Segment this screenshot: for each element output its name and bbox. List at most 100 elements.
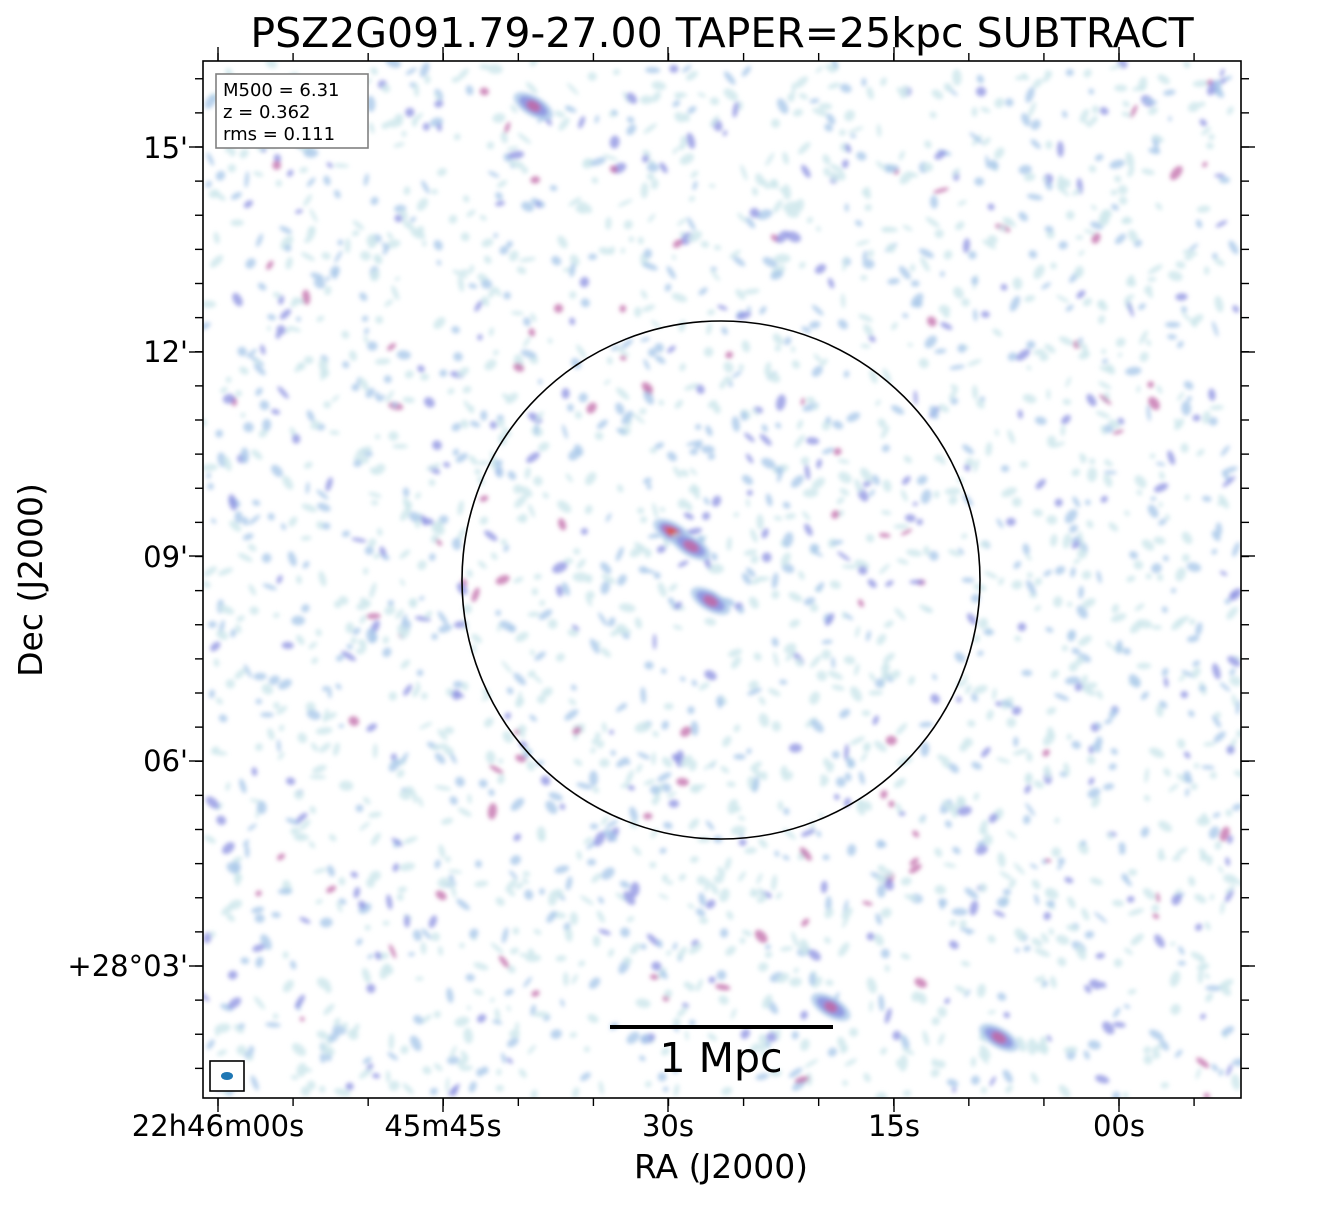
noise-blob bbox=[881, 444, 890, 453]
noise-blob bbox=[588, 253, 598, 261]
noise-blob bbox=[580, 298, 590, 308]
noise-blob bbox=[1202, 161, 1208, 168]
noise-blob bbox=[1144, 767, 1150, 784]
noise-blob bbox=[209, 931, 216, 938]
noise-blob bbox=[1066, 733, 1073, 741]
noise-blob bbox=[680, 676, 686, 682]
noise-blob bbox=[295, 209, 303, 214]
noise-blob bbox=[875, 160, 888, 172]
noise-blob bbox=[841, 907, 853, 920]
noise-blob bbox=[663, 821, 673, 830]
noise-blob bbox=[680, 135, 687, 149]
noise-blob bbox=[979, 828, 988, 835]
noise-blob bbox=[643, 477, 652, 485]
noise-blob bbox=[1076, 341, 1083, 348]
noise-blob bbox=[804, 523, 813, 536]
noise-blob bbox=[1114, 233, 1127, 245]
noise-blob bbox=[259, 400, 270, 411]
noise-blob bbox=[512, 927, 520, 935]
noise-blob bbox=[640, 943, 647, 950]
noise-blob bbox=[326, 885, 337, 893]
noise-blob bbox=[1222, 475, 1236, 488]
noise-blob bbox=[256, 233, 263, 248]
noise-blob bbox=[829, 580, 841, 589]
noise-blob bbox=[909, 857, 919, 866]
noise-blob bbox=[962, 238, 971, 254]
noise-blob bbox=[682, 1002, 689, 1009]
noise-blob bbox=[468, 283, 478, 289]
noise-blob bbox=[637, 752, 651, 760]
noise-blob bbox=[1227, 835, 1233, 844]
noise-blob bbox=[385, 390, 394, 403]
noise-blob bbox=[351, 383, 360, 392]
noise-blob bbox=[810, 655, 822, 668]
noise-blob bbox=[473, 988, 484, 996]
noise-blob bbox=[352, 627, 361, 635]
noise-blob bbox=[235, 623, 242, 634]
noise-blob bbox=[359, 1068, 372, 1079]
noise-blob bbox=[1044, 343, 1056, 354]
noise-blob bbox=[462, 604, 473, 614]
noise-blob bbox=[1112, 1007, 1121, 1018]
noise-blob bbox=[370, 67, 378, 76]
noise-blob bbox=[294, 789, 304, 800]
noise-blob bbox=[1116, 640, 1123, 654]
noise-blob bbox=[640, 516, 648, 524]
noise-blob bbox=[203, 463, 218, 472]
noise-blob bbox=[447, 1083, 460, 1096]
noise-blob bbox=[1143, 1046, 1151, 1054]
noise-blob bbox=[893, 777, 906, 789]
noise-blob bbox=[513, 576, 524, 584]
noise-blob bbox=[1025, 86, 1035, 103]
noise-blob bbox=[273, 154, 282, 163]
noise-blob bbox=[911, 991, 922, 1002]
noise-blob bbox=[632, 846, 642, 856]
noise-blob bbox=[858, 314, 873, 322]
noise-blob bbox=[306, 177, 316, 187]
noise-blob bbox=[1074, 265, 1084, 278]
noise-blob bbox=[479, 214, 487, 221]
noise-blob bbox=[837, 551, 851, 562]
noise-blob bbox=[646, 162, 659, 173]
noise-blob bbox=[623, 891, 636, 906]
noise-blob bbox=[371, 832, 381, 846]
noise-blob bbox=[858, 771, 865, 785]
noise-blob bbox=[296, 812, 308, 823]
noise-blob bbox=[514, 1021, 520, 1032]
noise-blob bbox=[620, 927, 630, 938]
noise-blob bbox=[454, 1016, 470, 1027]
noise-blob bbox=[513, 363, 525, 372]
noise-blob bbox=[800, 828, 816, 837]
noise-blob bbox=[1045, 626, 1054, 633]
noise-blob bbox=[222, 842, 235, 855]
noise-blob bbox=[626, 1031, 640, 1044]
noise-blob bbox=[659, 847, 667, 854]
noise-blob bbox=[474, 468, 482, 475]
noise-blob bbox=[522, 877, 529, 885]
noise-blob bbox=[745, 498, 750, 508]
noise-blob bbox=[838, 471, 852, 484]
noise-blob bbox=[957, 547, 965, 555]
noise-blob bbox=[676, 217, 687, 226]
noise-blob bbox=[929, 405, 939, 420]
noise-blob bbox=[664, 989, 673, 998]
noise-blob bbox=[352, 220, 365, 230]
noise-blob bbox=[1148, 396, 1160, 411]
noise-blob bbox=[841, 564, 858, 569]
noise-blob bbox=[1128, 229, 1139, 243]
noise-blob bbox=[995, 701, 1003, 707]
x-tick-label: 22h46m00s bbox=[132, 1109, 304, 1143]
noise-blob bbox=[1062, 533, 1072, 549]
noise-blob bbox=[657, 772, 672, 782]
noise-blob bbox=[554, 888, 564, 898]
noise-blob bbox=[296, 1062, 307, 1077]
noise-blob bbox=[582, 158, 595, 169]
noise-blob bbox=[353, 886, 361, 899]
noise-blob bbox=[907, 342, 914, 347]
beam-indicator bbox=[209, 1060, 245, 1092]
noise-blob bbox=[808, 321, 821, 329]
noise-blob bbox=[1009, 295, 1021, 312]
noise-blob bbox=[793, 967, 799, 974]
noise-blob bbox=[732, 256, 746, 267]
noise-blob bbox=[1042, 176, 1048, 183]
